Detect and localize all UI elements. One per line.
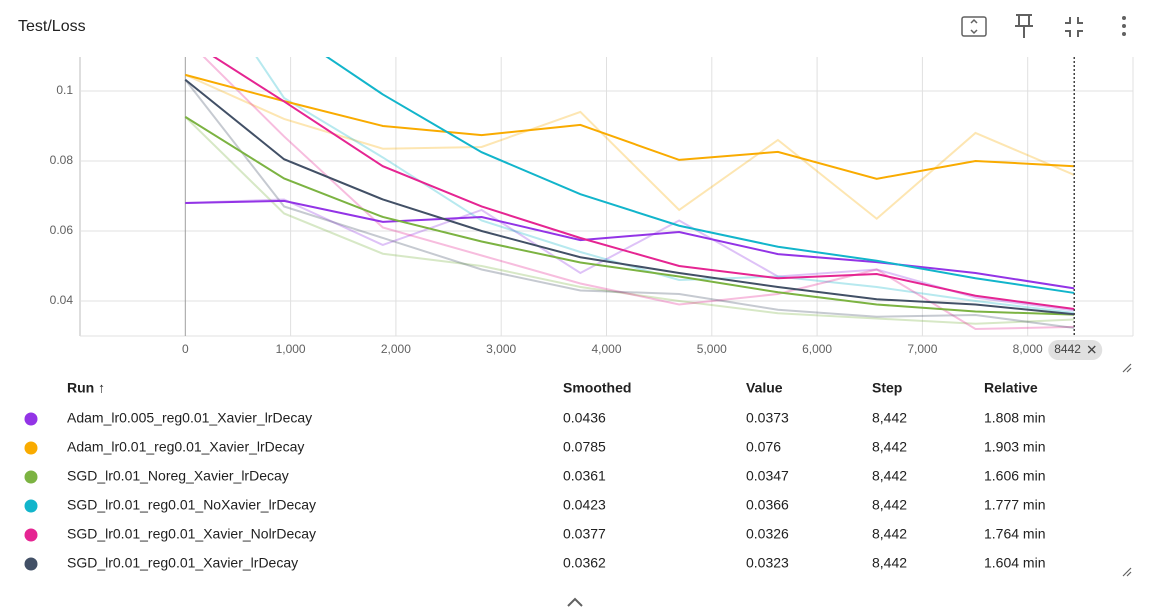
smoothed-line bbox=[184, 116, 1075, 316]
grid bbox=[80, 57, 1133, 336]
smoothed-value: 0.0361 bbox=[563, 468, 606, 484]
run-color-dot bbox=[24, 528, 38, 542]
smoothed-value: 0.0362 bbox=[563, 555, 606, 571]
y-tick-label: 0.04 bbox=[50, 293, 74, 307]
run-table: Run ↑ Smoothed Value Step Relative Adam_lr0.0… bbox=[24, 380, 1045, 571]
run-name: Adam_lr0.01_reg0.01_Xavier_lrDecay bbox=[67, 439, 304, 455]
run-name: SGD_lr0.01_Noreg_Xavier_lrDecay bbox=[67, 468, 289, 484]
relative-time: 1.903 min bbox=[984, 439, 1045, 455]
smoothed-line bbox=[212, 57, 1075, 311]
y-tick-label: 0.08 bbox=[50, 153, 74, 167]
card-title: Test/Loss bbox=[18, 18, 86, 35]
smoothed-value: 0.0785 bbox=[563, 439, 606, 455]
column-header[interactable]: Relative bbox=[984, 380, 1038, 396]
step-value: 8,442 bbox=[872, 497, 907, 513]
raw-line bbox=[185, 198, 1075, 312]
raw-value: 0.0323 bbox=[746, 555, 789, 571]
x-tick-label: 1,000 bbox=[276, 342, 306, 356]
step-value: 8,442 bbox=[872, 555, 907, 571]
smoothed-value: 0.0423 bbox=[563, 497, 606, 513]
run-name: SGD_lr0.01_reg0.01_Xavier_lrDecay bbox=[67, 555, 298, 571]
smoothed-line bbox=[184, 78, 1075, 316]
x-tick-label: 8,000 bbox=[1013, 342, 1043, 356]
resize-handle[interactable] bbox=[1122, 363, 1132, 373]
run-color-dot bbox=[24, 499, 38, 513]
plot-lines bbox=[184, 57, 1075, 331]
raw-value: 0.076 bbox=[746, 439, 781, 455]
resize-handle[interactable] bbox=[1122, 567, 1132, 577]
raw-value: 0.0373 bbox=[746, 410, 789, 426]
step-value: 8,442 bbox=[872, 410, 907, 426]
raw-line bbox=[184, 73, 1075, 221]
column-header[interactable]: Smoothed bbox=[563, 380, 631, 396]
column-header[interactable]: Value bbox=[746, 380, 783, 396]
step-value: 8,442 bbox=[872, 468, 907, 484]
run-name: SGD_lr0.01_reg0.01_Xavier_NolrDecay bbox=[67, 526, 316, 542]
raw-value: 0.0326 bbox=[746, 526, 789, 542]
smoothed-value: 0.0377 bbox=[563, 526, 606, 542]
run-color-dot bbox=[24, 412, 38, 426]
raw-value: 0.0347 bbox=[746, 468, 789, 484]
step-value: 8,442 bbox=[872, 526, 907, 542]
column-header[interactable]: Run ↑ bbox=[67, 380, 105, 396]
relative-time: 1.777 min bbox=[984, 497, 1045, 513]
expand-chevron[interactable] bbox=[567, 597, 583, 607]
pin-icon[interactable] bbox=[1015, 14, 1033, 38]
x-tick-label: 4,000 bbox=[591, 342, 621, 356]
collapse-icon[interactable] bbox=[1065, 17, 1083, 37]
y-tick-label: 0.06 bbox=[50, 223, 74, 237]
run-color-dot bbox=[24, 441, 38, 455]
menu-icon[interactable] bbox=[1122, 16, 1126, 36]
x-tick-label: 2,000 bbox=[381, 342, 411, 356]
y-tick-label: 0.1 bbox=[56, 83, 73, 97]
x-tick-label: 3,000 bbox=[486, 342, 516, 356]
axes: 0.04 0.06 0.08 0.1 0 1,000 2,000 3,000 4,000 5,00… bbox=[50, 57, 1103, 360]
step-value: 8,442 bbox=[872, 439, 907, 455]
raw-line bbox=[202, 57, 1075, 331]
smoothed-line bbox=[185, 199, 1075, 290]
smoothed-value: 0.0436 bbox=[563, 410, 606, 426]
relative-time: 1.808 min bbox=[984, 410, 1045, 426]
relative-time: 1.606 min bbox=[984, 468, 1045, 484]
chip-close[interactable] bbox=[1087, 345, 1096, 354]
step-chip[interactable] bbox=[1048, 340, 1103, 360]
raw-value: 0.0366 bbox=[746, 497, 789, 513]
smoothed-line bbox=[185, 73, 1075, 180]
x-tick-label: 7,000 bbox=[907, 342, 937, 356]
fit-icon[interactable] bbox=[961, 16, 987, 37]
run-name: Adam_lr0.005_reg0.01_Xavier_lrDecay bbox=[67, 410, 312, 426]
relative-time: 1.604 min bbox=[984, 555, 1045, 571]
smoothed-line bbox=[325, 57, 1075, 294]
x-tick-label: 6,000 bbox=[802, 342, 832, 356]
x-tick-label: 0 bbox=[182, 342, 189, 356]
raw-line bbox=[184, 79, 1075, 329]
column-header[interactable]: Step bbox=[872, 380, 902, 396]
raw-line bbox=[184, 116, 1075, 325]
x-tick-label: 5,000 bbox=[697, 342, 727, 356]
run-color-dot bbox=[24, 557, 38, 571]
run-name: SGD_lr0.01_reg0.01_NoXavier_lrDecay bbox=[67, 497, 316, 513]
step-chip-label: 8442 bbox=[1054, 342, 1081, 356]
run-color-dot bbox=[24, 470, 38, 484]
relative-time: 1.764 min bbox=[984, 526, 1045, 542]
